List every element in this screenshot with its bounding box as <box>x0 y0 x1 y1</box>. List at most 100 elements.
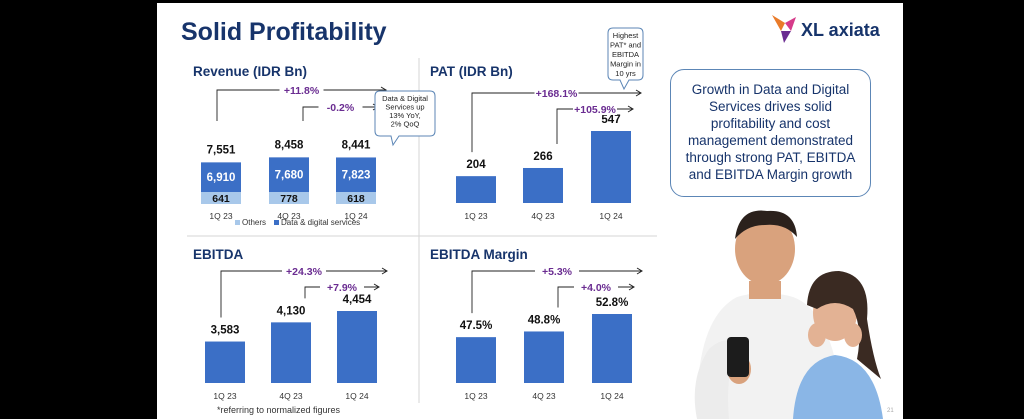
chart0-data-bar-2 <box>336 157 376 192</box>
chart0-total-label-2: 8,441 <box>342 139 371 151</box>
chart2-value-label-2: 4,454 <box>343 294 372 306</box>
chart2-growth-qoq-arrowhead <box>373 283 380 291</box>
charts-canvas: Revenue (IDR Bn) 641 6,910 7,551 1Q 23 778 7,6… <box>187 27 657 403</box>
chart0-x-tick-0: 1Q 23 <box>209 211 232 221</box>
chart0-growth-yoy-label-bg <box>279 83 324 96</box>
chart0-data-bar-1 <box>269 157 309 192</box>
chart0-data-label-0: 6,910 <box>207 172 236 184</box>
chart1-x-tick-1: 4Q 23 <box>531 211 554 221</box>
chart1-growth-qoq-arrowhead <box>627 105 634 113</box>
chart3-title: EBITDA Margin <box>430 247 528 262</box>
footnote: *referring to normalized figures <box>217 405 341 415</box>
chart1-growth-yoy-label: +168.1% <box>536 88 578 100</box>
chart3-value-label-0: 47.5% <box>460 320 493 332</box>
chart0-others-label-2: 618 <box>347 193 365 205</box>
legend-label-others: Others <box>242 218 266 227</box>
chart3-x-tick-2: 1Q 24 <box>600 391 623 401</box>
chart0-others-bar-0 <box>201 192 241 204</box>
revenue-annotation-line-1: Services up <box>385 103 424 112</box>
pat-annotation-line-1: PAT* and <box>610 41 641 50</box>
chart1-value-label-2: 547 <box>601 114 620 126</box>
chart3-value-label-1: 48.8% <box>528 314 561 326</box>
revenue-annotation-line-3: 2% QoQ <box>391 120 420 129</box>
chart2-bar-2 <box>337 311 377 383</box>
chart0-growth-qoq-label-bg <box>318 100 363 113</box>
chart2-growth-yoy-arrowhead <box>381 267 388 275</box>
chart3-x-tick-1: 4Q 23 <box>532 391 555 401</box>
chart0-data-label-1: 7,680 <box>275 170 304 182</box>
chart0-others-bar-1 <box>269 192 309 204</box>
logo-wordmark: XL axiata <box>801 20 880 40</box>
chart1-value-label-1: 266 <box>533 151 552 163</box>
chart1-growth-qoq-label: +105.9% <box>574 104 616 116</box>
legend-swatch-others <box>235 220 240 225</box>
chart3-value-label-2: 52.8% <box>596 297 629 309</box>
chart2-title: EBITDA <box>193 247 244 262</box>
pat-annotation-line-2: EBITDA <box>612 50 639 59</box>
chart2-value-label-1: 4,130 <box>277 305 306 317</box>
page-number: 21 <box>887 408 894 414</box>
chart1-bar-2 <box>591 131 631 203</box>
chart3-x-tick-0: 1Q 23 <box>464 391 487 401</box>
chart1-value-label-0: 204 <box>466 159 486 171</box>
pat-annotation-bubble <box>607 27 644 91</box>
chart0-total-label-0: 7,551 <box>207 144 236 156</box>
chart0-growth-yoy-label: +11.8% <box>284 85 320 97</box>
chart0-others-label-1: 778 <box>280 193 298 205</box>
chart2-growth-yoy-label-bg <box>282 264 326 277</box>
pat-annotation-line-0: Highest <box>613 31 639 40</box>
chart3-growth-qoq-arrowhead <box>628 283 635 291</box>
chart0-others-label-0: 641 <box>212 193 230 205</box>
xl-axiata-logo: XL axiata <box>769 13 894 47</box>
chart2-growth-yoy-label: +24.3% <box>286 266 323 278</box>
pat-annotation-line-4: 10 yrs <box>615 69 636 78</box>
chart3-growth-yoy-label: +5.3% <box>542 266 573 278</box>
key-message-callout: Growth in Data and Digital Services driv… <box>670 69 871 197</box>
chart1-bar-1 <box>523 167 563 203</box>
chart0-data-label-2: 7,823 <box>342 170 371 182</box>
chart1-growth-yoy-line <box>471 92 641 153</box>
people-with-phone-photo <box>667 209 903 419</box>
legend-swatch-data <box>274 220 279 225</box>
chart3-growth-qoq-label: +4.0% <box>581 282 612 294</box>
chart2-growth-yoy-line <box>220 270 387 318</box>
chart0-total-label-1: 8,458 <box>275 139 304 151</box>
chart2-value-label-0: 3,583 <box>211 325 240 337</box>
chart3-bar-1 <box>524 331 564 383</box>
pat-annotation-line-3: Margin in <box>610 60 641 69</box>
chart1-growth-yoy-arrowhead <box>635 89 642 97</box>
chart1-x-tick-2: 1Q 24 <box>599 211 622 221</box>
chart3-growth-qoq-label-bg <box>574 280 618 293</box>
chart0-x-tick-2: 1Q 24 <box>344 211 367 221</box>
xl-logo-icon <box>772 15 796 43</box>
chart0-x-tick-1: 4Q 23 <box>277 211 300 221</box>
chart2-bar-1 <box>271 322 311 383</box>
chart1-title: PAT (IDR Bn) <box>430 64 513 79</box>
chart3-growth-yoy-line <box>471 270 642 314</box>
chart2-x-tick-0: 1Q 23 <box>213 391 236 401</box>
revenue-annotation-line-2: 13% YoY, <box>389 111 421 120</box>
chart1-bar-0 <box>456 176 496 203</box>
revenue-annotation-bubble <box>374 90 436 147</box>
chart2-bar-0 <box>205 341 245 383</box>
legend-label-data: Data & digital services <box>281 218 360 227</box>
chart1-growth-qoq-label-bg <box>573 102 617 115</box>
chart1-growth-yoy-label-bg <box>534 86 579 99</box>
slide-title: Solid Profitability <box>181 18 387 46</box>
chart3-bar-0 <box>456 337 496 383</box>
chart0-growth-qoq-label: -0.2% <box>327 102 355 114</box>
chart2-growth-qoq-label: +7.9% <box>327 282 358 294</box>
chart3-growth-yoy-arrowhead <box>636 267 643 275</box>
chart0-growth-yoy-line <box>216 89 386 121</box>
chart0-title: Revenue (IDR Bn) <box>193 64 307 79</box>
chart3-bar-2 <box>592 314 632 383</box>
chart2-growth-qoq-label-bg <box>320 280 364 293</box>
chart0-data-bar-0 <box>201 162 241 192</box>
chart0-others-bar-2 <box>336 192 376 204</box>
revenue-annotation-line-0: Data & Digital <box>382 94 428 103</box>
slide: Revenue (IDR Bn) 641 6,910 7,551 1Q 23 778 7,6… <box>157 3 903 419</box>
chart2-x-tick-1: 4Q 23 <box>279 391 302 401</box>
chart3-growth-yoy-label-bg <box>535 264 579 277</box>
chart2-x-tick-2: 1Q 24 <box>345 391 368 401</box>
chart1-x-tick-0: 1Q 23 <box>464 211 487 221</box>
